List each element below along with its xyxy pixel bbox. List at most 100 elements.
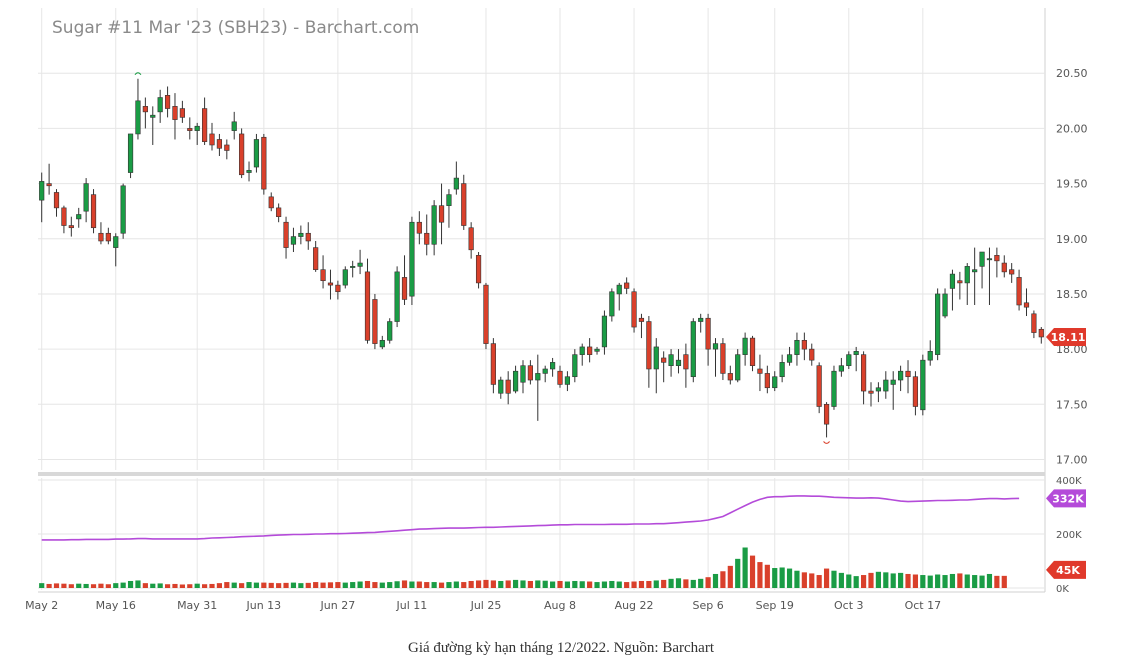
- volume-bar: [1001, 575, 1007, 588]
- candle-body: [194, 125, 200, 131]
- volume-bar: [164, 584, 171, 588]
- volume-bar: [187, 584, 193, 588]
- volume-bar: [646, 580, 652, 588]
- volume-bar: [801, 572, 807, 588]
- candle-body: [1016, 277, 1022, 306]
- candle-body: [550, 362, 556, 370]
- candle-body: [320, 269, 326, 282]
- candle-body: [290, 236, 297, 245]
- candle-body: [505, 379, 511, 394]
- candle-body: [609, 291, 615, 317]
- candle-body: [283, 221, 289, 248]
- volume-bar: [972, 575, 978, 588]
- volume-tick-label: 400K: [1056, 476, 1082, 487]
- volume-bar: [446, 582, 452, 588]
- candle-body: [424, 232, 430, 245]
- volume-bar: [224, 582, 230, 588]
- candle-body: [335, 284, 341, 293]
- volume-badge: 45K: [1046, 560, 1086, 579]
- volume-tick-label: 0K: [1056, 584, 1069, 595]
- volume-bar: [335, 582, 341, 588]
- volume-bar: [194, 583, 200, 588]
- candle-body: [164, 95, 171, 109]
- candle-body: [231, 121, 237, 131]
- volume-bar: [520, 580, 526, 588]
- x-tick-label: Oct 3: [834, 599, 864, 612]
- volume-bar: [920, 575, 926, 588]
- candle-body: [786, 354, 793, 363]
- chart-container: Sugar #11 Mar '23 (SBH23) - Barchart.com…: [25, 8, 1088, 612]
- volume-bar: [749, 555, 756, 588]
- volume-bar: [98, 583, 104, 588]
- volume-bar: [949, 573, 956, 588]
- candle-body: [1038, 328, 1044, 338]
- candle-body: [535, 373, 541, 381]
- volume-bar: [661, 579, 667, 588]
- candle-body: [246, 170, 252, 173]
- x-tick-label: Sep 6: [692, 599, 723, 612]
- candle-body: [994, 255, 1000, 262]
- volume-bar: [135, 580, 141, 588]
- candle-body: [276, 207, 282, 218]
- candle-body: [986, 258, 993, 261]
- volume-bar: [90, 584, 97, 588]
- volume-bar: [727, 565, 733, 588]
- volume-bar: [172, 583, 178, 588]
- candle-body: [779, 362, 785, 378]
- last-price-badge-shape: [1046, 327, 1086, 346]
- candle-body: [127, 133, 134, 173]
- candle-body: [202, 108, 208, 142]
- volume-bar: [416, 581, 422, 588]
- volume-bar: [150, 583, 156, 588]
- price-tick-label: 19.50: [1056, 178, 1088, 191]
- candle-body: [631, 291, 637, 328]
- candle-body: [401, 277, 408, 300]
- volume-bar: [935, 574, 941, 588]
- volume-bar: [668, 578, 674, 588]
- candle-body: [1031, 313, 1037, 333]
- volume-bar: [76, 583, 82, 588]
- volume-bar: [986, 573, 993, 588]
- candle-body: [801, 339, 807, 350]
- volume-bar: [772, 568, 778, 588]
- volume-bar: [505, 580, 511, 588]
- volume-bar: [39, 583, 45, 588]
- volume-bar: [261, 582, 267, 588]
- candle-body: [594, 348, 600, 352]
- candle-body: [61, 207, 67, 226]
- candle-body: [542, 368, 548, 374]
- candle-body: [490, 343, 496, 385]
- candle-body: [683, 354, 689, 370]
- volume-bar: [609, 580, 615, 588]
- candle-body: [705, 317, 711, 350]
- x-tick-label: Sep 19: [756, 599, 794, 612]
- candle-body: [394, 271, 400, 322]
- volume-bar: [861, 575, 867, 588]
- price-tick-label: 17.00: [1056, 453, 1088, 466]
- x-tick-label: Jun 27: [320, 599, 356, 612]
- volume-bar: [276, 583, 282, 588]
- volume-bar: [542, 580, 548, 588]
- volume-bar: [401, 580, 408, 588]
- volume-bar: [246, 582, 252, 588]
- candle-body: [342, 269, 348, 286]
- candle-body: [653, 346, 659, 370]
- candle-body: [453, 177, 459, 190]
- candle-body: [949, 273, 956, 289]
- volume-bar: [239, 583, 245, 588]
- candle-body: [216, 139, 223, 149]
- candle-body: [898, 370, 904, 381]
- candle-body: [53, 192, 60, 209]
- volume-tick-label: 200K: [1056, 530, 1082, 541]
- volume-bar: [283, 582, 289, 588]
- volume-bar: [394, 581, 400, 588]
- candle-body: [498, 379, 504, 394]
- volume-bar: [779, 567, 785, 588]
- candle-body: [875, 387, 881, 392]
- volume-bar: [964, 574, 970, 588]
- candle-body: [239, 133, 245, 176]
- volume-bar: [431, 582, 437, 588]
- volume-bar: [624, 582, 630, 588]
- x-tick-label: May 16: [96, 599, 136, 612]
- candle-body: [772, 376, 778, 389]
